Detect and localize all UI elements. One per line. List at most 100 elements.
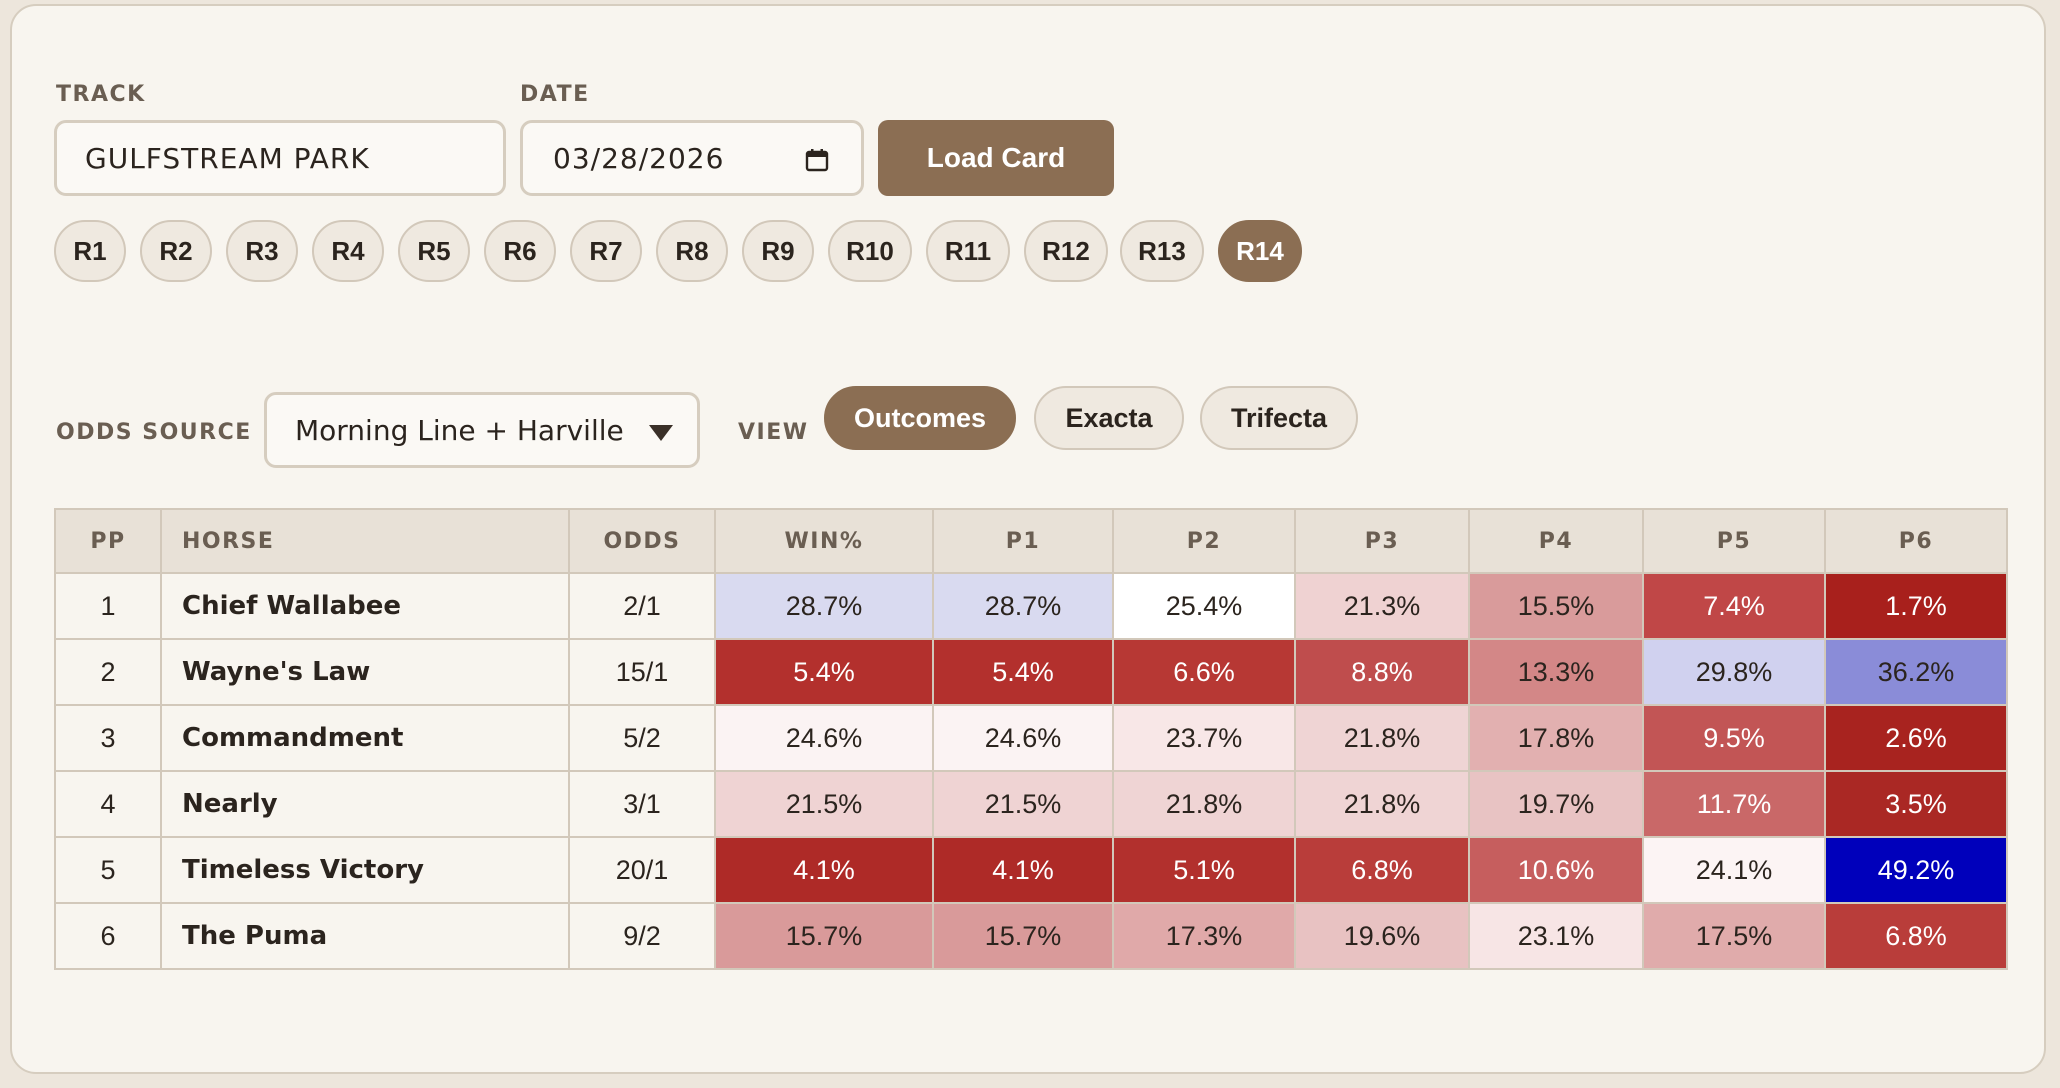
- load-card-button[interactable]: Load Card: [878, 120, 1114, 196]
- odds-source-label: ODDS SOURCE: [56, 420, 252, 445]
- probability-cell: 17.5%: [1642, 902, 1826, 970]
- probability-cell: 3.5%: [1824, 770, 2008, 838]
- table-header-row: PP HORSE ODDS WIN% P1 P2 P3 P4 P5 P6: [54, 508, 2008, 574]
- probability-cell: 15.7%: [932, 902, 1114, 970]
- header-p6: P6: [1824, 508, 2008, 574]
- date-label: DATE: [520, 82, 590, 107]
- horse-name-cell: Nearly: [160, 770, 570, 838]
- outcomes-table: PP HORSE ODDS WIN% P1 P2 P3 P4 P5 P6 1 Ch…: [54, 508, 2008, 970]
- view-exacta-button[interactable]: Exacta: [1034, 386, 1184, 450]
- probability-cell: 1.7%: [1824, 572, 2008, 640]
- odds-cell: 5/2: [568, 704, 716, 772]
- odds-source-select[interactable]: Morning Line + Harville: [264, 392, 700, 468]
- table-row: 5 Timeless Victory 20/1 4.1% 4.1% 5.1% 6.8% 10.…: [54, 836, 2008, 904]
- race-tab-r5[interactable]: R5: [398, 220, 470, 282]
- probability-cell: 4.1%: [932, 836, 1114, 904]
- race-tab-r14[interactable]: R14: [1218, 220, 1302, 282]
- probability-cell: 2.6%: [1824, 704, 2008, 772]
- probability-cell: 9.5%: [1642, 704, 1826, 772]
- probability-cell: 24.1%: [1642, 836, 1826, 904]
- pp-cell: 5: [54, 836, 162, 904]
- probability-cell: 13.3%: [1468, 638, 1644, 706]
- probability-cell: 6.6%: [1112, 638, 1296, 706]
- pp-cell: 2: [54, 638, 162, 706]
- probability-cell: 7.4%: [1642, 572, 1826, 640]
- probability-cell: 17.8%: [1468, 704, 1644, 772]
- race-tab-r10[interactable]: R10: [828, 220, 912, 282]
- probability-cell: 8.8%: [1294, 638, 1470, 706]
- race-tab-r11[interactable]: R11: [926, 220, 1010, 282]
- horse-name-cell: Timeless Victory: [160, 836, 570, 904]
- race-tab-r3[interactable]: R3: [226, 220, 298, 282]
- probability-cell: 10.6%: [1468, 836, 1644, 904]
- probability-cell: 17.3%: [1112, 902, 1296, 970]
- race-tab-r6[interactable]: R6: [484, 220, 556, 282]
- race-tab-r2[interactable]: R2: [140, 220, 212, 282]
- probability-cell: 21.8%: [1294, 704, 1470, 772]
- odds-cell: 9/2: [568, 902, 716, 970]
- header-p3: P3: [1294, 508, 1470, 574]
- odds-cell: 15/1: [568, 638, 716, 706]
- header-odds: ODDS: [568, 508, 716, 574]
- header-p5: P5: [1642, 508, 1826, 574]
- table-row: 3 Commandment 5/2 24.6% 24.6% 23.7% 21.8% 17.8%…: [54, 704, 2008, 772]
- probability-cell: 4.1%: [714, 836, 934, 904]
- probability-cell: 25.4%: [1112, 572, 1296, 640]
- table-row: 2 Wayne's Law 15/1 5.4% 5.4% 6.6% 8.8% 13.3% 29.…: [54, 638, 2008, 706]
- probability-cell: 36.2%: [1824, 638, 2008, 706]
- race-tab-r8[interactable]: R8: [656, 220, 728, 282]
- view-label: VIEW: [738, 420, 809, 445]
- race-tab-r12[interactable]: R12: [1024, 220, 1108, 282]
- probability-cell: 24.6%: [714, 704, 934, 772]
- race-tab-r9[interactable]: R9: [742, 220, 814, 282]
- date-value: 03/28/2026: [553, 141, 725, 175]
- probability-cell: 28.7%: [714, 572, 934, 640]
- view-outcomes-button[interactable]: Outcomes: [824, 386, 1016, 450]
- probability-cell: 19.7%: [1468, 770, 1644, 838]
- probability-cell: 21.8%: [1112, 770, 1296, 838]
- header-p2: P2: [1112, 508, 1296, 574]
- probability-cell: 29.8%: [1642, 638, 1826, 706]
- table-body: 1 Chief Wallabee 2/1 28.7% 28.7% 25.4% 21.3% 15…: [54, 572, 2008, 970]
- header-pp: PP: [54, 508, 162, 574]
- odds-cell: 2/1: [568, 572, 716, 640]
- odds-cell: 20/1: [568, 836, 716, 904]
- probability-cell: 5.1%: [1112, 836, 1296, 904]
- odds-source-value: Morning Line + Harville: [295, 413, 624, 447]
- header-p4: P4: [1468, 508, 1644, 574]
- probability-cell: 11.7%: [1642, 770, 1826, 838]
- pp-cell: 1: [54, 572, 162, 640]
- probability-cell: 23.7%: [1112, 704, 1296, 772]
- horse-name-cell: The Puma: [160, 902, 570, 970]
- probability-cell: 49.2%: [1824, 836, 2008, 904]
- header-horse: HORSE: [160, 508, 570, 574]
- probability-cell: 24.6%: [932, 704, 1114, 772]
- pp-cell: 3: [54, 704, 162, 772]
- probability-cell: 21.8%: [1294, 770, 1470, 838]
- probability-cell: 5.4%: [932, 638, 1114, 706]
- view-trifecta-button[interactable]: Trifecta: [1200, 386, 1358, 450]
- probability-cell: 6.8%: [1824, 902, 2008, 970]
- horse-name-cell: Commandment: [160, 704, 570, 772]
- race-tab-r13[interactable]: R13: [1120, 220, 1204, 282]
- chevron-down-icon: [649, 425, 673, 441]
- header-win: WIN%: [714, 508, 934, 574]
- horse-name-cell: Chief Wallabee: [160, 572, 570, 640]
- probability-cell: 6.8%: [1294, 836, 1470, 904]
- track-input[interactable]: GULFSTREAM PARK: [54, 120, 506, 196]
- odds-cell: 3/1: [568, 770, 716, 838]
- race-tab-r1[interactable]: R1: [54, 220, 126, 282]
- date-input[interactable]: 03/28/2026: [520, 120, 864, 196]
- race-tab-r4[interactable]: R4: [312, 220, 384, 282]
- probability-cell: 23.1%: [1468, 902, 1644, 970]
- table-row: 6 The Puma 9/2 15.7% 15.7% 17.3% 19.6% 23.1% 17.…: [54, 902, 2008, 970]
- race-tab-r7[interactable]: R7: [570, 220, 642, 282]
- probability-cell: 21.5%: [932, 770, 1114, 838]
- probability-cell: 15.7%: [714, 902, 934, 970]
- calendar-icon[interactable]: [805, 148, 829, 172]
- probability-cell: 15.5%: [1468, 572, 1644, 640]
- probability-cell: 21.5%: [714, 770, 934, 838]
- header-p1: P1: [932, 508, 1114, 574]
- probability-cell: 28.7%: [932, 572, 1114, 640]
- pp-cell: 4: [54, 770, 162, 838]
